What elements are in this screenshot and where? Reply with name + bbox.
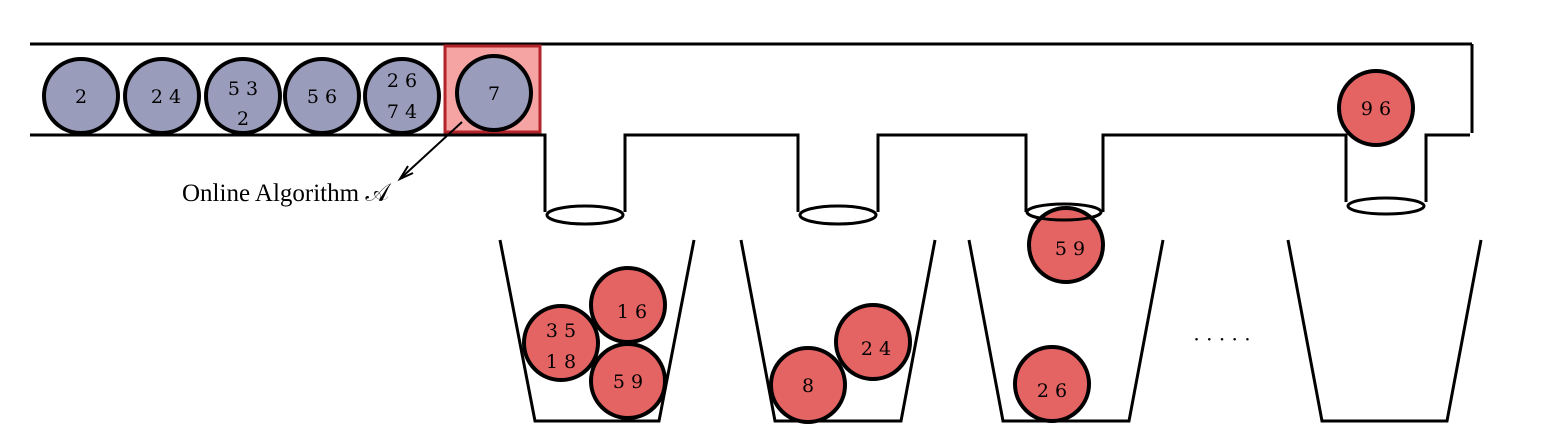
- queue-ball-label: 2 4: [151, 86, 181, 108]
- algorithm-label: Online Algorithm 𝒜: [182, 180, 391, 207]
- funnel-opening-3-front: [1025, 211, 1103, 222]
- queue-ball-circle: [455, 54, 533, 132]
- chute-ball: 9 6: [1337, 69, 1415, 147]
- queue-ball: 2 6 7 4: [363, 57, 441, 135]
- bin-ball-label: 2 4: [861, 338, 891, 360]
- queue-ball-label: 7: [488, 83, 500, 105]
- bin-ball-circle: [589, 342, 667, 420]
- bin-1-balls: 1 6 3 5 1 8 5 9: [522, 266, 667, 420]
- queue-ball-circle: [283, 57, 361, 135]
- chute-ball-label: 9 6: [1361, 98, 1391, 120]
- queue-ball: 2: [42, 57, 120, 135]
- queue-ball-label: 2: [237, 108, 249, 130]
- bin-3: [967, 239, 1165, 423]
- bin-ball-label: 2 6: [1037, 380, 1067, 402]
- bin-ball-label: 5 9: [1055, 238, 1085, 260]
- bin-ball-circle: [769, 346, 847, 424]
- queue-ball-label: 5 6: [307, 86, 337, 108]
- bin-ball-circle: [1013, 345, 1091, 423]
- queue-ball-label: 5 3: [228, 78, 258, 100]
- ellipsis: · · · · ·: [1193, 327, 1250, 351]
- queue-ball-circle: [123, 57, 201, 135]
- queue-ball: 5 3 2: [204, 57, 282, 135]
- bin-3-balls: 5 9 2 6: [1013, 206, 1105, 423]
- pointer-arrow: [397, 121, 463, 182]
- bin-4: [1286, 239, 1483, 423]
- queue-ball: 2 4: [123, 57, 201, 135]
- bin-ball: 5 9: [589, 342, 667, 420]
- funnel-openings: [545, 196, 1426, 226]
- queue-ball-label: 2: [75, 86, 87, 108]
- bin-2-balls: 2 4 8: [769, 303, 912, 424]
- bin-ball-label: 1 6: [617, 301, 647, 323]
- queue-ball-circle: [363, 57, 441, 135]
- bin-1: [498, 239, 696, 423]
- queue-balls: 2 2 4 5 3 2 5 6 2 6 7 4 7: [42, 54, 533, 135]
- bin-ball: 2 6: [1013, 345, 1091, 423]
- bin-ball: 2 4: [834, 303, 912, 381]
- bin-2: [739, 239, 937, 423]
- bin-ball-circle: [834, 303, 912, 381]
- queue-ball-circle: [42, 57, 120, 135]
- bin-ball: 1 6: [589, 266, 667, 344]
- queue-ball-label: 7 4: [387, 101, 417, 123]
- queue-ball-selected: 7: [455, 54, 533, 132]
- bin-ball-label: 1 8: [546, 351, 576, 373]
- funnel-opening-1: [545, 204, 625, 226]
- bin-ball-label: 8: [802, 375, 814, 397]
- queue-ball-label: 2 6: [387, 70, 417, 92]
- funnel-opening-2: [798, 204, 878, 226]
- funnel-opening-4: [1346, 196, 1426, 216]
- bin-ball-circle: [522, 304, 600, 382]
- chute-ball-circle: [1337, 69, 1415, 147]
- bin-ball: 3 5 1 8: [522, 304, 600, 382]
- bin-ball-label: 3 5: [546, 320, 576, 342]
- bin-ball: 8: [769, 346, 847, 424]
- bin-ball-label: 5 9: [613, 371, 643, 393]
- bins: [498, 239, 1483, 423]
- queue-ball: 5 6: [283, 57, 361, 135]
- bin-ball-circle: [1027, 206, 1105, 284]
- conveyor-track: [30, 42, 1474, 212]
- bin-ball: 5 9: [1027, 206, 1105, 284]
- queue-ball-circle: [204, 57, 282, 135]
